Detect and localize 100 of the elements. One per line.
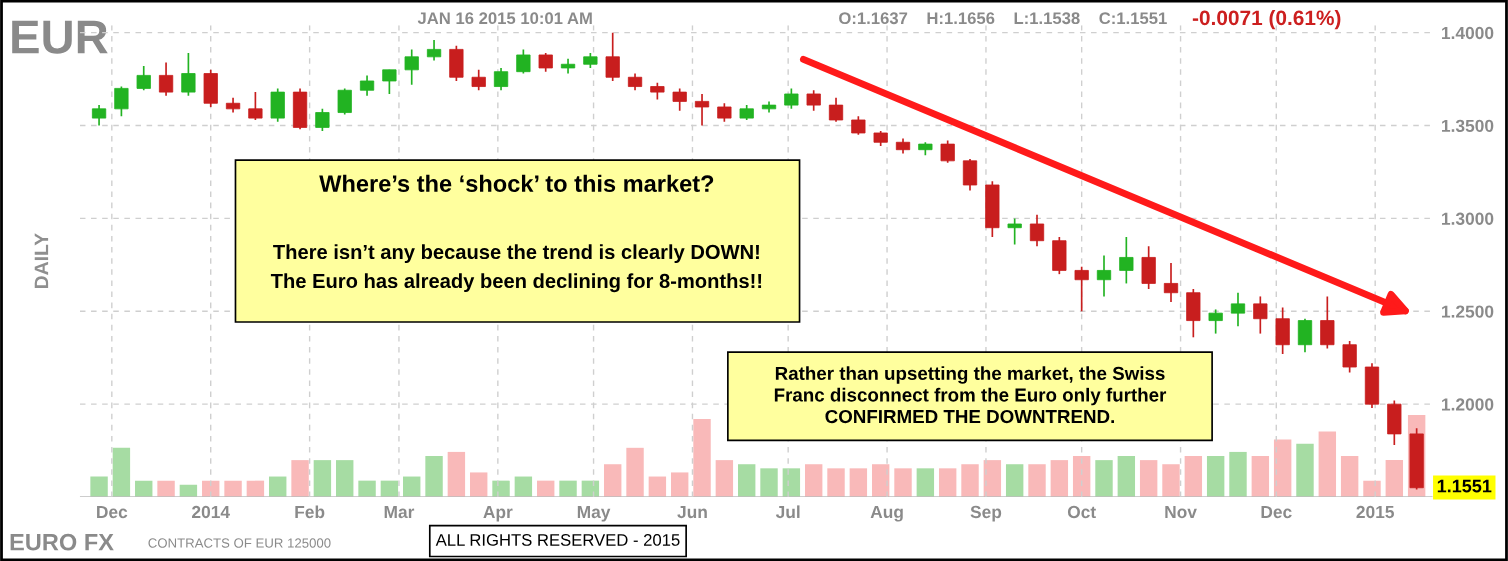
candlestick (1074, 265, 1089, 313)
candlestick (315, 107, 330, 132)
candlestick (382, 68, 397, 95)
bar (961, 464, 979, 498)
x-tick-label: Oct (1067, 505, 1096, 519)
candlestick (1096, 254, 1112, 298)
y-tick-label: 1.4000 (1442, 26, 1494, 40)
candlestick (493, 67, 509, 92)
y-axis-title: DAILY (34, 233, 49, 289)
candlestick (359, 74, 375, 97)
bar (626, 447, 644, 498)
bar (559, 480, 577, 498)
bar (938, 468, 957, 498)
candlestick (337, 87, 352, 116)
bar (1273, 439, 1292, 498)
x-tick-label: 2015 (1356, 505, 1394, 519)
bar (849, 468, 868, 498)
chart-title: EUR (12, 20, 108, 54)
x-tick-label: 2014 (192, 505, 230, 519)
candlestick (828, 96, 844, 123)
bar (470, 472, 488, 498)
bar (1139, 460, 1158, 498)
bar (737, 464, 756, 498)
bar (403, 476, 421, 498)
bar (514, 476, 533, 498)
candlestick (516, 48, 531, 75)
x-tick-label: Apr (483, 506, 513, 522)
text: JAN 16 2015 10:01 AM (417, 12, 592, 25)
y-tick-label: 1.2000 (1442, 398, 1494, 411)
bar (804, 464, 823, 498)
bar (1005, 464, 1024, 498)
candlestick (1119, 236, 1134, 285)
bar (1251, 456, 1270, 498)
annotation: 1.1551 (1437, 479, 1492, 493)
candlestick (538, 52, 553, 73)
bar (916, 468, 935, 498)
candlestick (605, 31, 620, 82)
annotation: -0.0071 (0.61%) (1192, 9, 1341, 30)
bar (157, 480, 175, 498)
bar (760, 468, 778, 498)
bar (1072, 456, 1091, 498)
bar (648, 476, 667, 498)
bar (1229, 451, 1247, 498)
x-tick-label: Dec (97, 506, 128, 519)
bar (1028, 464, 1046, 498)
bar (1095, 460, 1113, 498)
bar (670, 472, 689, 498)
candlestick (1253, 295, 1268, 335)
text: EURO FX (10, 533, 114, 551)
bar (336, 460, 354, 498)
bar (1318, 431, 1337, 498)
candlestick (136, 65, 151, 92)
bar (1184, 456, 1203, 498)
bar (447, 451, 466, 498)
candlestick (940, 139, 955, 164)
bar (1296, 443, 1314, 498)
x-tick-label: Dec (1261, 506, 1292, 519)
candlestick (1163, 262, 1179, 303)
bar (1206, 456, 1225, 498)
x-tick-label: Nov (1165, 506, 1197, 519)
candlestick (1029, 213, 1045, 248)
candlestick (1230, 291, 1246, 327)
candlestick (404, 48, 419, 86)
bar (313, 460, 332, 498)
bar (224, 480, 242, 498)
y-tick-label: 1.3000 (1442, 212, 1494, 225)
bar (112, 447, 131, 498)
annotation: Rather than upsetting the market, the Swiss Franc disconnect from the Euro only further CONFIRMED THE DOWNTREND. (774, 366, 1167, 424)
x-tick-label: Sep (970, 505, 1002, 522)
bar (1162, 464, 1180, 498)
x-tick-label: Aug (870, 505, 903, 522)
bar (425, 456, 443, 498)
bar (693, 419, 711, 498)
bar (603, 464, 622, 498)
candlestick (114, 85, 129, 118)
bar (291, 460, 309, 498)
candlestick (1208, 308, 1223, 335)
candlestick (694, 93, 710, 127)
candlestick (426, 39, 442, 62)
candlestick (1007, 217, 1022, 246)
annotation: There isn’t any because the trend is clearly DOWN! The Euro has already been declining for 8-months!! (270, 244, 762, 293)
candlestick (471, 68, 486, 92)
candlestick (91, 104, 107, 127)
bar (827, 468, 845, 498)
candlestick (717, 102, 732, 123)
text: CONTRACTS OF EUR 125000 (148, 538, 331, 548)
bar (1385, 460, 1404, 498)
x-tick-label: May (577, 506, 611, 522)
candlestick (784, 87, 799, 110)
y-tick-label: 1.2500 (1442, 305, 1494, 318)
candlestick (672, 87, 687, 112)
text: ALL RIGHTS RESERVED - 2015 (435, 534, 680, 546)
bar (1117, 456, 1136, 498)
annotation: Where’s the ‘shock’ to this market? (319, 174, 714, 192)
bar (358, 480, 376, 498)
candlestick (158, 61, 174, 97)
candlestick (1342, 340, 1357, 374)
bar (90, 476, 108, 498)
x-tick-label: Mar (384, 506, 415, 519)
bar (715, 460, 734, 498)
